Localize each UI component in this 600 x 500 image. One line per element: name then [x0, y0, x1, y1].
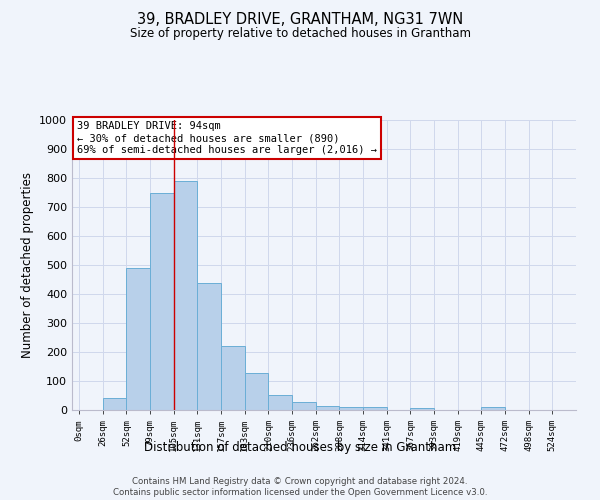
Y-axis label: Number of detached properties: Number of detached properties — [20, 172, 34, 358]
Bar — [481, 407, 505, 410]
Text: 39 BRADLEY DRIVE: 94sqm
← 30% of detached houses are smaller (890)
69% of semi-d: 39 BRADLEY DRIVE: 94sqm ← 30% of detache… — [77, 122, 377, 154]
Bar — [221, 346, 245, 410]
Bar — [292, 402, 316, 410]
Bar — [245, 373, 268, 410]
Bar — [410, 408, 434, 410]
Text: Contains public sector information licensed under the Open Government Licence v3: Contains public sector information licen… — [113, 488, 487, 497]
Text: 39, BRADLEY DRIVE, GRANTHAM, NG31 7WN: 39, BRADLEY DRIVE, GRANTHAM, NG31 7WN — [137, 12, 463, 28]
Text: Distribution of detached houses by size in Grantham: Distribution of detached houses by size … — [144, 441, 456, 454]
Bar — [268, 395, 292, 410]
Bar — [197, 283, 221, 410]
Bar — [103, 398, 127, 410]
Bar — [363, 407, 387, 410]
Bar — [174, 181, 197, 410]
Bar — [150, 192, 174, 410]
Bar — [127, 268, 150, 410]
Text: Contains HM Land Registry data © Crown copyright and database right 2024.: Contains HM Land Registry data © Crown c… — [132, 476, 468, 486]
Bar — [316, 406, 340, 410]
Text: Size of property relative to detached houses in Grantham: Size of property relative to detached ho… — [130, 28, 470, 40]
Bar — [340, 406, 363, 410]
